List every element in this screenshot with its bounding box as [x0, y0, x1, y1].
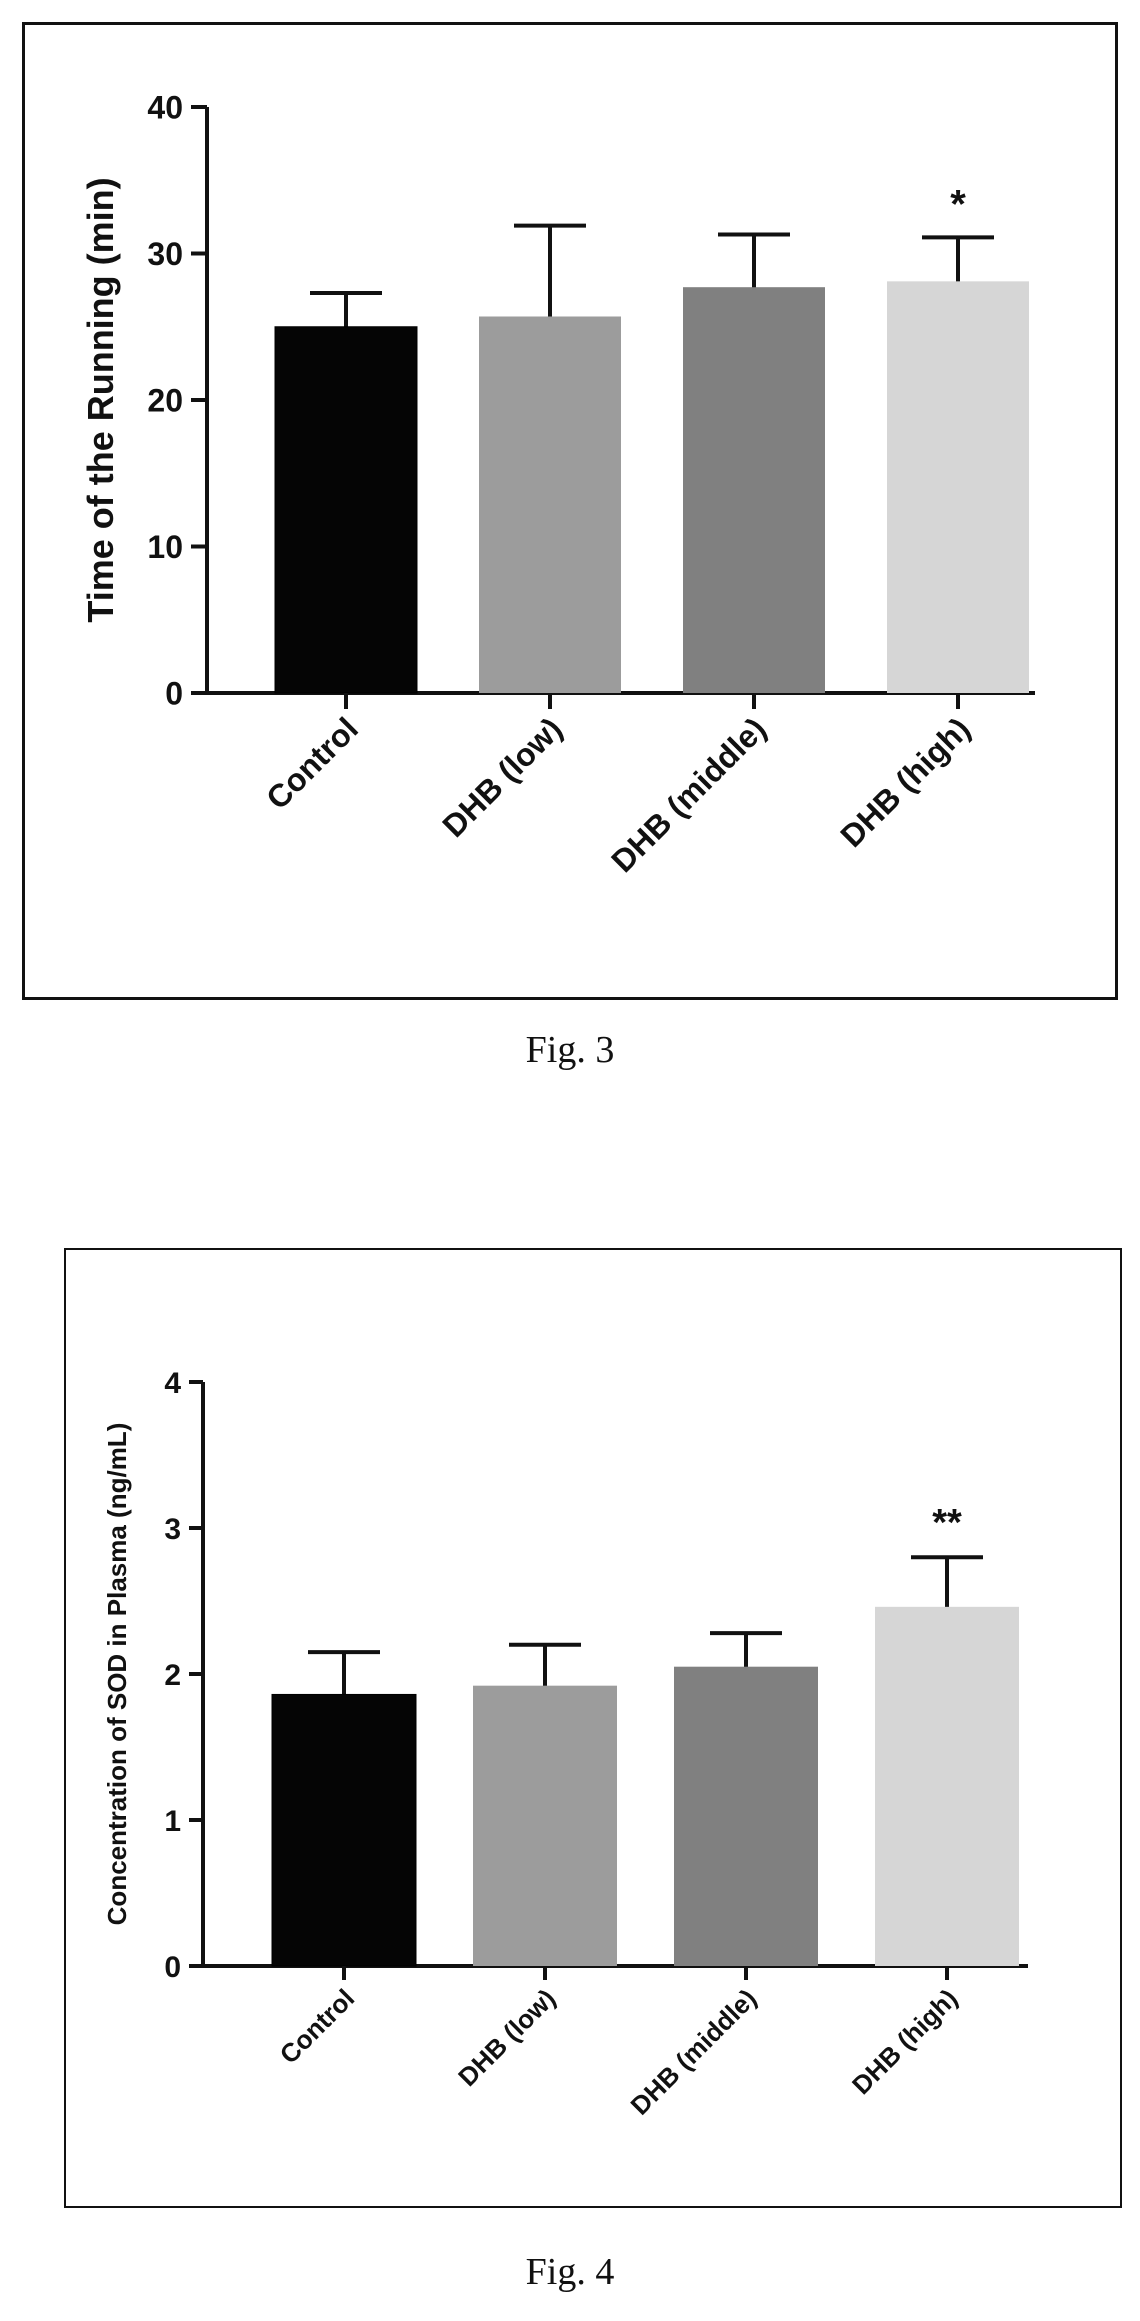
- y-tick-label: 2: [164, 1659, 181, 1692]
- y-axis-title: Time of the Running (min): [80, 177, 121, 622]
- figure-3-panel: 0 10 20 30 40 Time of the Running (min) Contro…: [22, 22, 1118, 1000]
- y-tick-label: 3: [164, 1513, 181, 1546]
- bar-control: [271, 1693, 417, 1967]
- bar-dhb-middle: [683, 287, 825, 693]
- y-axis-title: Concentration of SOD in Plasma (ng/mL): [102, 1423, 132, 1926]
- x-category-label: DHB (low): [435, 710, 569, 844]
- x-category-label: DHB (high): [833, 710, 977, 854]
- figure-3-chart: 0 10 20 30 40 Time of the Running (min) Contro…: [80, 90, 1035, 879]
- figure-4-panel: 0 1 2 3 4 Concentration of SOD in Plasma (ng/…: [64, 1248, 1122, 2208]
- x-category-label: DHB (low): [452, 1983, 561, 2092]
- y-tick-label: 0: [165, 676, 183, 712]
- significance-marker: *: [950, 182, 966, 226]
- x-category-label: DHB (high): [846, 1983, 963, 2100]
- x-category-label: Control: [259, 710, 365, 816]
- bar-dhb-high: [875, 1606, 1019, 1966]
- bar-dhb-middle: [674, 1666, 818, 1966]
- y-tick-label: 1: [164, 1805, 181, 1838]
- y-tick-label: 4: [164, 1367, 181, 1400]
- bar-dhb-low: [473, 1685, 617, 1966]
- figure-3-caption: Fig. 3: [525, 1029, 615, 1071]
- y-tick-label: 10: [147, 529, 183, 565]
- x-category-label: DHB (middle): [604, 710, 773, 879]
- y-tick-label: 40: [147, 90, 183, 126]
- figure-4-chart: 0 1 2 3 4 Concentration of SOD in Plasma (ng/…: [102, 1367, 1028, 2121]
- x-category-label: DHB (middle): [625, 1983, 763, 2121]
- figure-4-caption: Fig. 4: [525, 2251, 615, 2293]
- significance-marker: **: [932, 1502, 962, 1544]
- y-tick-label: 0: [164, 1951, 181, 1984]
- bar-dhb-high: [887, 281, 1029, 693]
- x-category-label: Control: [274, 1983, 361, 2070]
- bar-dhb-low: [479, 316, 621, 693]
- bar-control: [274, 326, 418, 694]
- y-tick-label: 30: [147, 236, 183, 272]
- y-tick-label: 20: [147, 383, 183, 419]
